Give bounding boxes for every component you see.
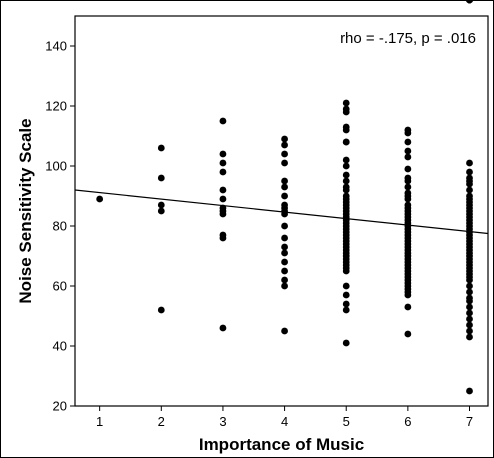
plot-area <box>74 15 489 407</box>
x-tick-label: 5 <box>343 414 350 429</box>
correlation-annotation: rho = -.175, p = .016 <box>340 30 476 47</box>
data-point <box>219 234 227 242</box>
data-point <box>281 141 288 149</box>
data-point <box>466 309 473 317</box>
data-point <box>404 165 412 173</box>
x-tick-label: 1 <box>96 414 103 429</box>
data-point <box>342 138 350 146</box>
data-point <box>466 321 473 329</box>
data-point <box>466 333 473 341</box>
data-point <box>219 117 227 125</box>
data-point <box>404 291 412 299</box>
data-point <box>342 282 350 290</box>
data-point <box>219 195 227 203</box>
data-point <box>404 147 412 155</box>
data-point <box>342 177 350 185</box>
data-point <box>219 210 227 218</box>
x-axis-title: Importance of Music <box>199 435 364 454</box>
data-point <box>342 162 350 170</box>
data-point <box>342 99 350 107</box>
data-point <box>157 201 165 209</box>
x-tick-label: 4 <box>281 414 288 429</box>
data-point <box>404 177 412 185</box>
x-tick-label: 2 <box>158 414 165 429</box>
data-point <box>466 315 473 323</box>
y-tick-label: 100 <box>45 159 67 174</box>
data-point <box>466 0 473 4</box>
data-point <box>219 168 227 176</box>
data-point <box>281 276 288 284</box>
data-point <box>157 306 165 314</box>
data-point <box>342 291 350 299</box>
data-point <box>342 195 350 203</box>
data-point <box>281 234 288 242</box>
data-point <box>404 303 412 311</box>
data-point <box>96 195 104 203</box>
y-tick-label: 60 <box>53 279 67 294</box>
data-point <box>342 171 350 179</box>
data-point <box>281 267 288 275</box>
data-point <box>281 150 288 158</box>
x-axis: 1 2 3 4 5 6 7 <box>96 406 473 429</box>
data-point <box>342 267 350 275</box>
data-point <box>281 243 288 251</box>
data-point <box>281 183 288 191</box>
data-point <box>281 210 288 218</box>
data-point <box>342 156 350 164</box>
data-point <box>466 273 473 281</box>
x-tick-label: 7 <box>466 414 473 429</box>
data-point <box>281 192 288 200</box>
data-point <box>466 327 473 335</box>
data-point <box>466 297 473 305</box>
data-point <box>157 174 165 182</box>
y-tick-label: 20 <box>53 399 67 414</box>
data-point <box>219 186 227 194</box>
data-point <box>404 153 412 161</box>
data-point <box>281 177 288 185</box>
data-point <box>281 282 288 290</box>
data-point <box>157 144 165 152</box>
x-tick-label: 6 <box>404 414 411 429</box>
data-point <box>219 159 227 167</box>
data-point <box>404 330 412 338</box>
y-tick-label: 140 <box>45 39 67 54</box>
data-point <box>466 168 473 176</box>
data-point <box>219 324 227 332</box>
data-point <box>404 183 412 191</box>
y-axis-title: Noise Sensitivity Scale <box>16 118 35 303</box>
data-point <box>342 123 350 131</box>
data-point <box>281 249 288 257</box>
data-point <box>281 327 288 335</box>
data-point <box>157 207 165 215</box>
data-point <box>404 195 412 203</box>
data-point <box>342 300 350 308</box>
data-point <box>466 177 473 185</box>
scatter-points <box>96 0 473 395</box>
y-tick-label: 120 <box>45 99 67 114</box>
data-point <box>404 129 412 137</box>
data-point <box>404 138 412 146</box>
data-point <box>466 303 473 311</box>
data-point <box>342 183 350 191</box>
data-point <box>466 387 473 395</box>
x-tick-label: 3 <box>219 414 226 429</box>
data-point <box>342 306 350 314</box>
data-point <box>281 135 288 143</box>
data-point <box>281 222 288 230</box>
y-axis: 20 40 60 80 100 120 140 <box>45 39 75 414</box>
data-point <box>342 339 350 347</box>
data-point <box>342 108 350 116</box>
data-point <box>219 150 227 158</box>
data-point <box>281 159 288 167</box>
y-tick-label: 80 <box>53 219 67 234</box>
data-point <box>466 186 473 194</box>
data-point <box>466 282 473 290</box>
data-point <box>466 288 473 296</box>
data-point <box>281 258 288 266</box>
data-point <box>466 159 473 167</box>
y-tick-label: 40 <box>53 339 67 354</box>
